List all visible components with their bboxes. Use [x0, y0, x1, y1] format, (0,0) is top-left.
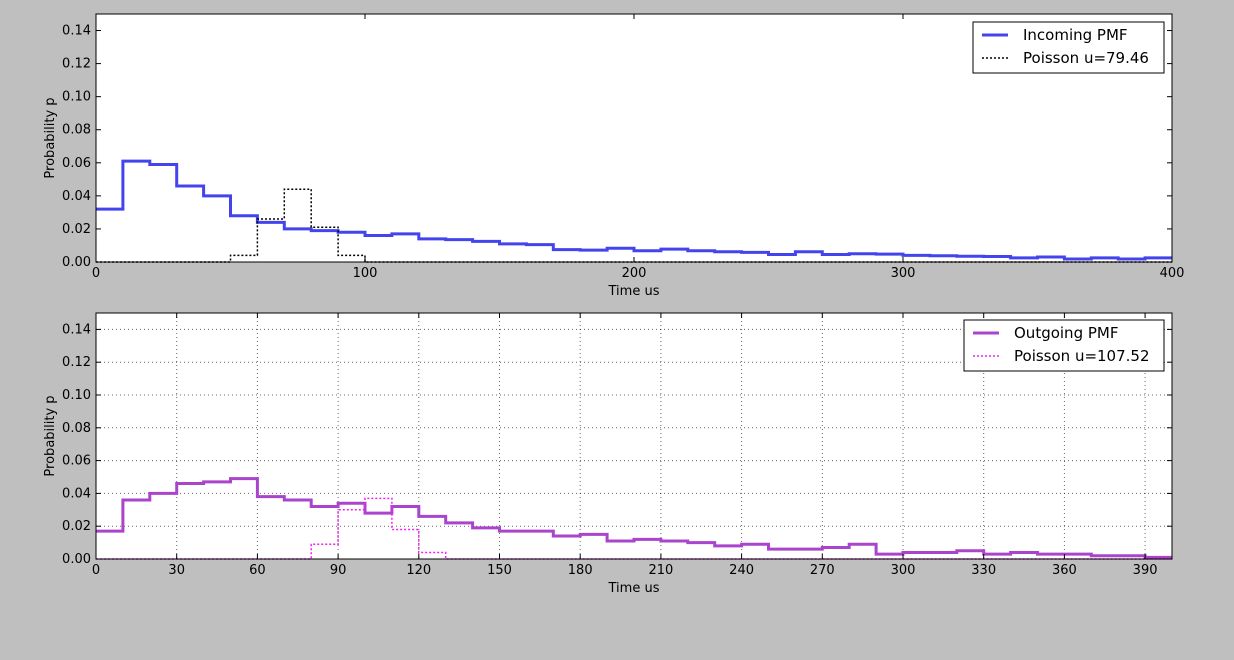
x-tick-label: 240 — [729, 563, 754, 578]
x-axis-label: Time us — [608, 284, 660, 299]
legend: Incoming PMF Poisson u=79.46 — [972, 21, 1165, 74]
y-tick-label: 0.02 — [62, 519, 91, 534]
series-line-1 — [96, 477, 1172, 559]
y-tick-label: 0.04 — [62, 189, 91, 204]
y-tick-label: 0.10 — [62, 388, 91, 403]
y-tick-label: 0.14 — [62, 24, 91, 39]
legend: Outgoing PMF Poisson u=107.52 — [963, 319, 1165, 372]
series-line-1 — [96, 159, 1172, 261]
legend-label: Poisson u=107.52 — [1014, 347, 1150, 365]
legend-box — [972, 21, 1165, 74]
legend-label: Outgoing PMF — [1014, 324, 1118, 342]
x-tick-label: 300 — [891, 563, 916, 578]
y-tick-label: 0.04 — [62, 486, 91, 501]
x-tick-label: 270 — [810, 563, 835, 578]
x-axis-label: Time us — [608, 581, 660, 596]
x-tick-label: 210 — [648, 563, 673, 578]
y-tick-label: 0.08 — [62, 123, 91, 138]
legend-label: Incoming PMF — [1023, 26, 1128, 44]
x-tick-label: 360 — [1052, 563, 1077, 578]
y-tick-label: 0.06 — [62, 454, 91, 469]
x-tick-label: 90 — [330, 563, 347, 578]
x-tick-label: 120 — [406, 563, 431, 578]
x-tick-label: 390 — [1133, 563, 1158, 578]
y-tick-label: 0.12 — [62, 57, 91, 72]
x-tick-label: 180 — [568, 563, 593, 578]
legend-box — [963, 319, 1165, 372]
y-axis-label: Probability p — [43, 97, 58, 178]
x-tick-label: 200 — [622, 266, 647, 281]
y-tick-label: 0.00 — [62, 552, 91, 567]
x-tick-label: 60 — [249, 563, 266, 578]
y-tick-label: 0.02 — [62, 222, 91, 237]
y-tick-label: 0.14 — [62, 322, 91, 337]
legend-label: Poisson u=79.46 — [1023, 49, 1149, 67]
x-tick-label: 330 — [971, 563, 996, 578]
x-tick-label: 0 — [92, 563, 100, 578]
x-tick-label: 30 — [168, 563, 185, 578]
x-tick-label: 150 — [487, 563, 512, 578]
x-tick-label: 400 — [1160, 266, 1185, 281]
y-tick-label: 0.10 — [62, 90, 91, 105]
x-tick-label: 300 — [891, 266, 916, 281]
y-tick-label: 0.08 — [62, 421, 91, 436]
x-tick-label: 100 — [353, 266, 378, 281]
x-tick-label: 0 — [92, 266, 100, 281]
y-tick-label: 0.12 — [62, 355, 91, 370]
series-line-2 — [96, 188, 1172, 263]
axes-frame — [95, 312, 1173, 560]
chart-panel-1: 0 100 200 300 400 0.00 0.02 0.04 0.06 0.08 0.10 0.1… — [43, 13, 1185, 299]
y-axis-label: Probability p — [43, 395, 58, 476]
chart-panel-2: 0 30 60 90 120 150 180 210 240 270 300 330 360 390 0.0… — [43, 312, 1173, 596]
y-tick-label: 0.06 — [62, 156, 91, 171]
y-tick-label: 0.00 — [62, 255, 91, 270]
